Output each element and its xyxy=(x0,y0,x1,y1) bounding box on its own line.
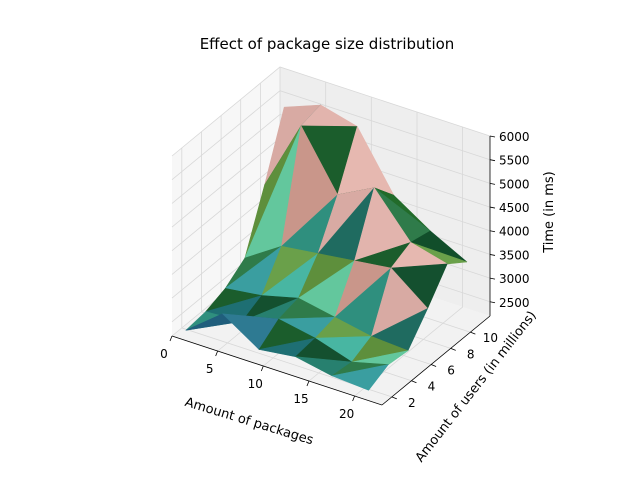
z-tick-label: 5000 xyxy=(499,177,530,191)
y-tick-mark xyxy=(430,364,437,367)
z-tick-label: 4500 xyxy=(499,201,530,215)
x-tick-mark xyxy=(260,365,264,372)
grid-line-x xyxy=(354,127,464,397)
z-tick-label: 5500 xyxy=(499,154,530,168)
y-tick-mark xyxy=(470,331,476,335)
y-tick-label: 4 xyxy=(428,380,436,394)
z-tick-mark xyxy=(489,301,496,304)
z-tick-mark xyxy=(489,182,496,185)
x-tick-label: 20 xyxy=(339,407,354,421)
z-tick-mark xyxy=(489,230,496,233)
x-tick-mark xyxy=(352,395,355,402)
z-tick-label: 3500 xyxy=(499,248,530,262)
z-tick-label: 3000 xyxy=(499,272,530,286)
x-tick-mark xyxy=(306,380,310,387)
z-tick-mark xyxy=(489,206,496,209)
z-tick-mark xyxy=(489,254,496,256)
x-tick-label: 15 xyxy=(293,392,308,406)
chart-title: Effect of package size distribution xyxy=(200,35,455,53)
x-tick-mark xyxy=(169,335,173,342)
z-tick-mark xyxy=(489,277,496,280)
z-tick-mark xyxy=(489,159,496,162)
y-axis-line xyxy=(381,315,491,406)
z-tick-label: 2500 xyxy=(499,296,530,310)
grid-line-y xyxy=(181,147,392,398)
x-tick-label: 5 xyxy=(206,362,214,376)
z-tick-label: 6000 xyxy=(499,130,530,144)
y-tick-mark xyxy=(450,347,456,351)
axes-edges xyxy=(171,136,491,406)
surface-plot xyxy=(185,104,468,391)
grid-line-z xyxy=(171,113,491,204)
y-tick-label: 8 xyxy=(467,347,475,361)
x-tick-mark xyxy=(215,350,219,357)
z-tick-label: 4000 xyxy=(499,225,530,239)
z-axis-label: Time (in ms) xyxy=(542,171,557,254)
grid-line-z xyxy=(171,90,491,181)
x-axis-line xyxy=(171,335,383,406)
x-tick-label: 10 xyxy=(248,377,263,391)
y-tick-label: 2 xyxy=(408,396,416,410)
y-tick-mark xyxy=(411,380,417,384)
y-tick-label: 6 xyxy=(447,364,455,378)
z-tick-mark xyxy=(489,135,496,138)
y-tick-mark xyxy=(391,396,397,400)
grid-line-z xyxy=(171,66,491,157)
x-tick-label: 0 xyxy=(160,347,168,361)
y-tick-label: 10 xyxy=(483,331,498,345)
surface-face xyxy=(331,364,389,391)
